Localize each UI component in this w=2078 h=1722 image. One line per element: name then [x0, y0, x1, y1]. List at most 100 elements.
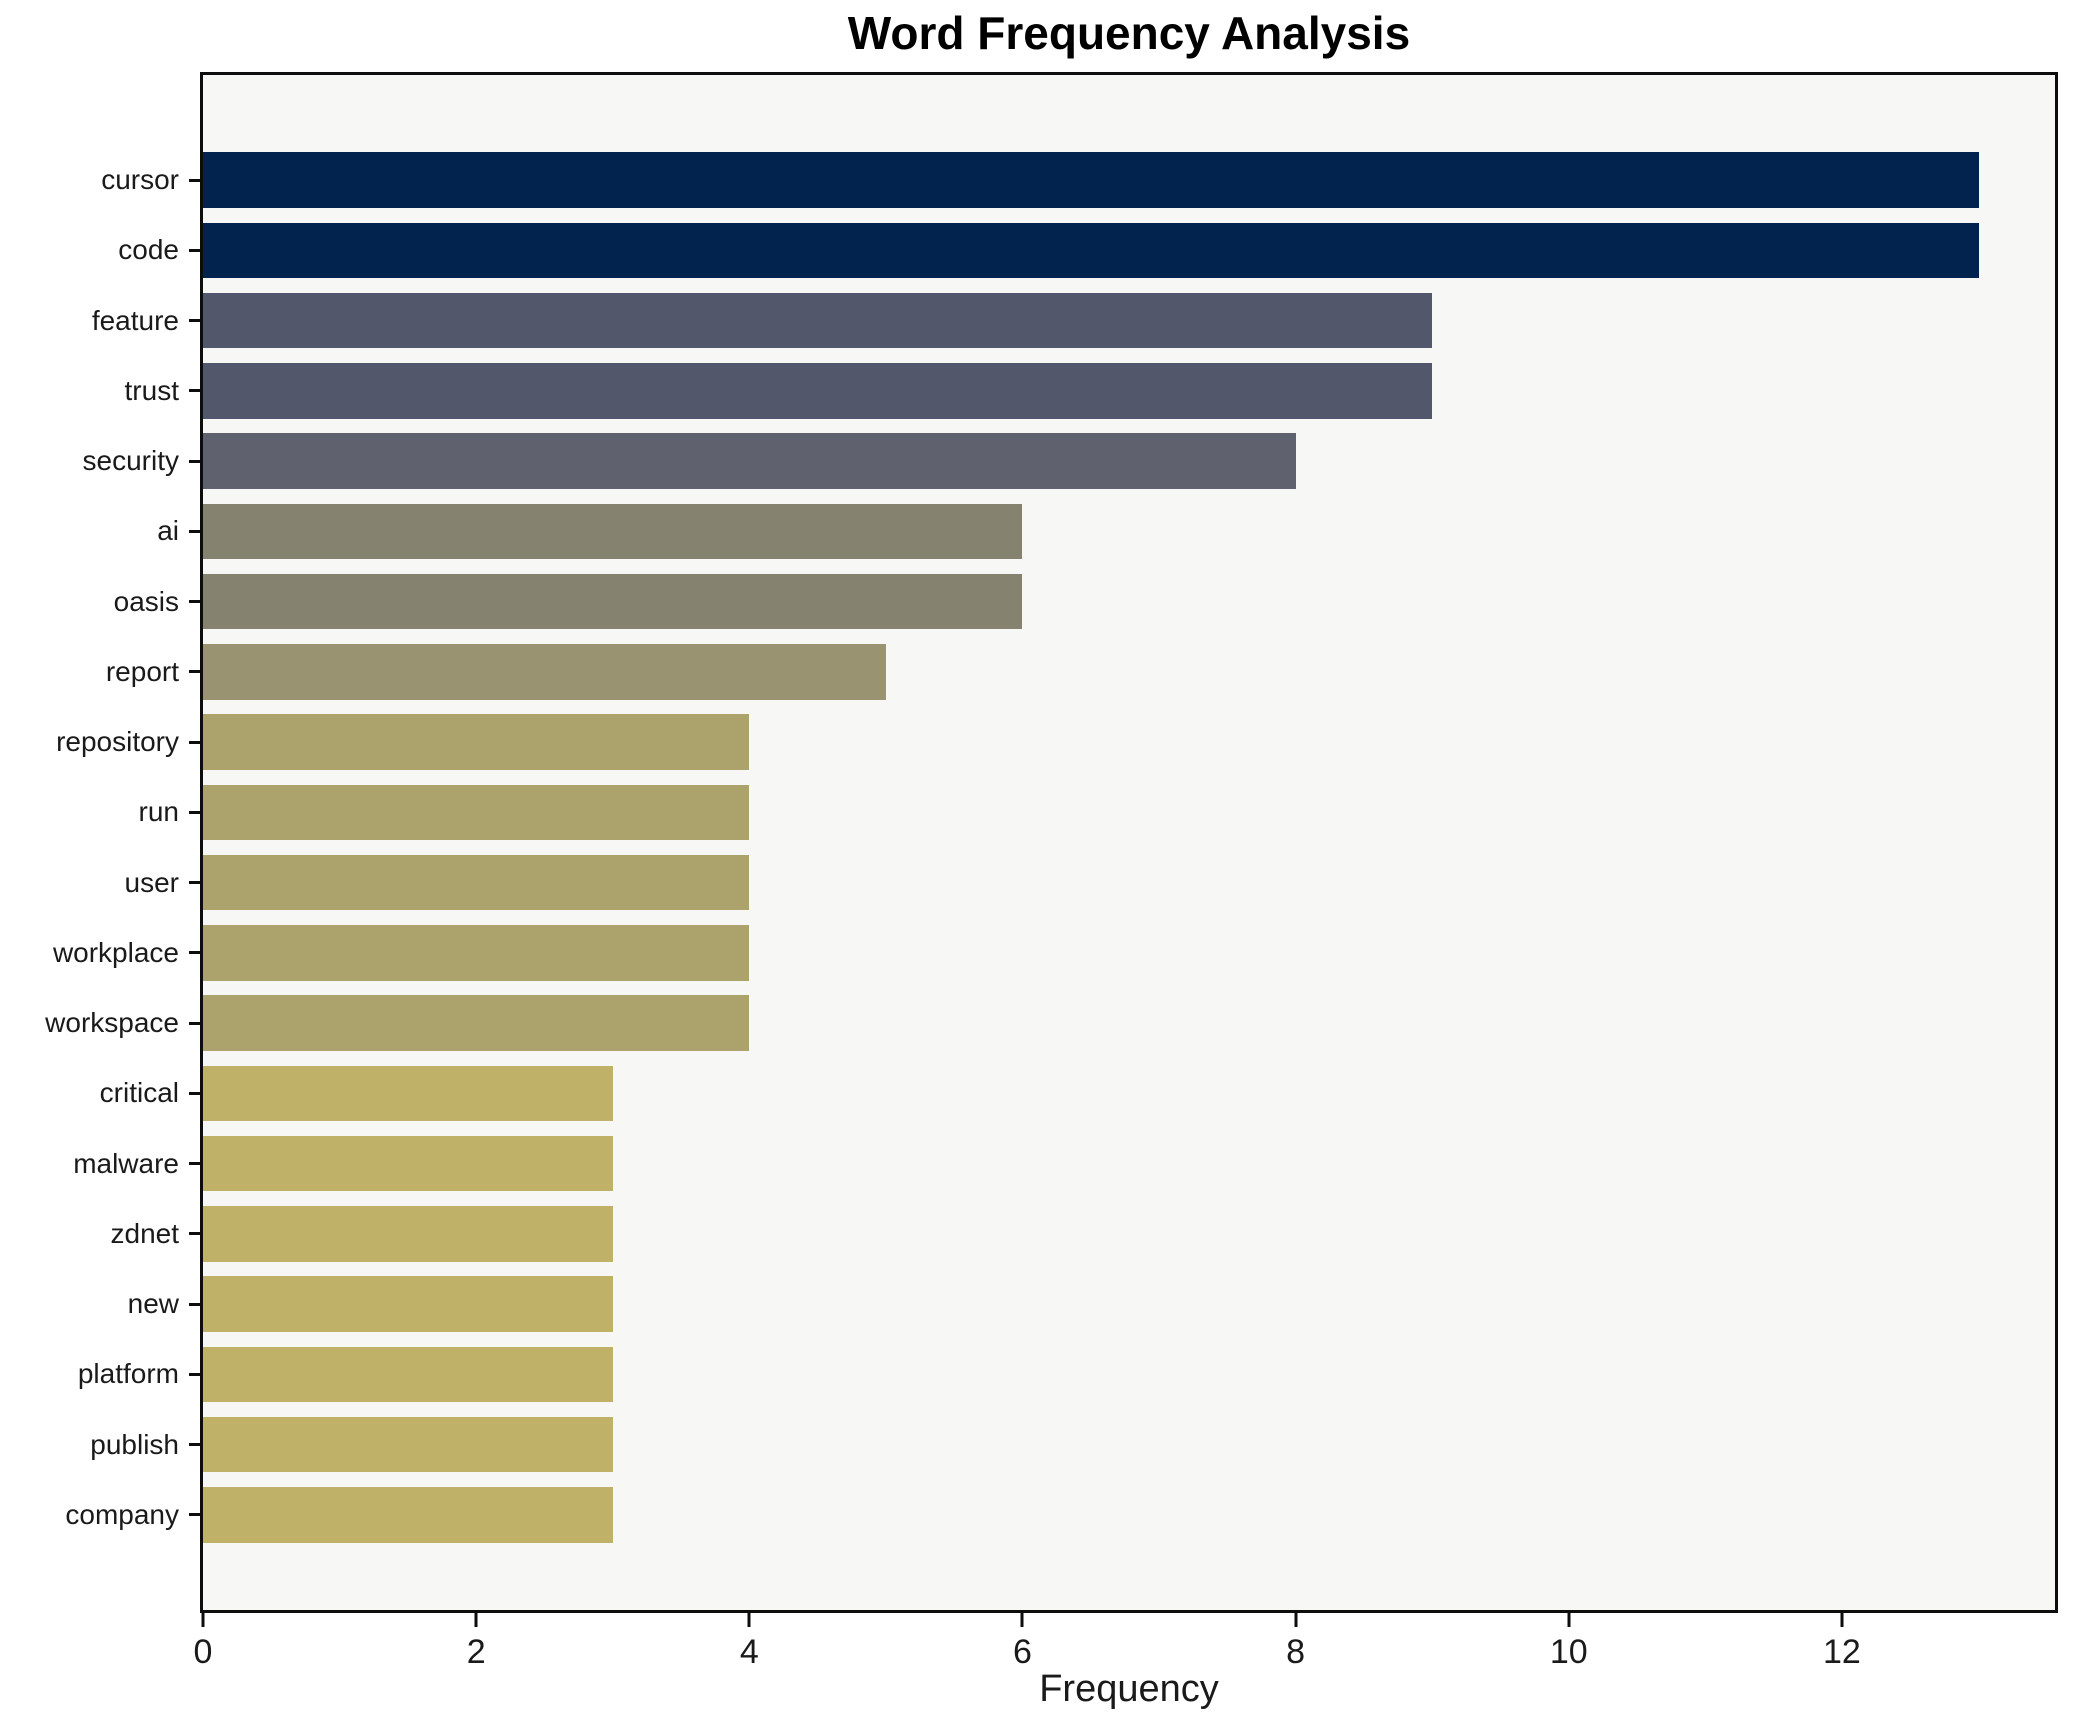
x-tick-mark — [1567, 1613, 1571, 1627]
y-tick-row: workspace — [0, 988, 200, 1058]
bar-row — [203, 707, 2055, 777]
y-tick-row: critical — [0, 1058, 200, 1128]
bar-cursor — [203, 152, 1979, 208]
bar-row — [203, 1129, 2055, 1199]
y-tick-row: publish — [0, 1410, 200, 1480]
y-tick-label: ai — [157, 515, 179, 547]
bar-critical — [203, 1065, 613, 1122]
x-tick-label: 8 — [1286, 1633, 1306, 1671]
y-tick-label: security — [82, 445, 179, 477]
x-tick-mark — [1840, 1613, 1844, 1627]
x-tick-mark — [201, 1613, 205, 1627]
plot-area — [200, 72, 2058, 1613]
y-tick-mark — [189, 178, 200, 182]
y-tick-label: feature — [91, 304, 179, 336]
x-tick-mark — [474, 1613, 478, 1627]
bar-row — [203, 286, 2055, 356]
y-tick-row: zdnet — [0, 1199, 200, 1269]
y-tick-label: user — [124, 866, 179, 898]
bar-workplace — [203, 925, 750, 981]
bar-platform — [203, 1346, 613, 1403]
bar-row — [203, 1480, 2055, 1550]
bars-container — [203, 75, 2055, 1610]
y-tick-row: repository — [0, 707, 200, 777]
bar-row — [203, 1269, 2055, 1339]
y-tick-mark — [189, 1302, 200, 1306]
bar-row — [203, 356, 2055, 426]
bar-report — [203, 644, 886, 700]
bar-user — [203, 854, 750, 911]
bar-repository — [203, 714, 750, 770]
bar-zdnet — [203, 1206, 613, 1262]
y-tick-mark — [189, 389, 200, 393]
bar-oasis — [203, 573, 1023, 630]
y-tick-label: company — [65, 1498, 179, 1530]
y-tick-row: ai — [0, 496, 200, 566]
y-tick-mark — [189, 529, 200, 533]
bar-code — [203, 222, 1979, 279]
y-tick-label: report — [105, 655, 179, 687]
bar-ai — [203, 503, 1023, 560]
y-tick-label: new — [127, 1288, 179, 1320]
y-tick-mark — [189, 600, 200, 604]
y-tick-mark — [189, 1372, 200, 1376]
x-tick-label: 2 — [466, 1633, 486, 1671]
x-tick-mark — [1294, 1613, 1298, 1627]
y-tick-mark — [189, 1513, 200, 1517]
y-tick-row: malware — [0, 1129, 200, 1199]
bar-security — [203, 433, 1296, 489]
y-tick-mark — [189, 1443, 200, 1447]
bar-row — [203, 145, 2055, 215]
bar-row — [203, 426, 2055, 496]
bar-malware — [203, 1135, 613, 1192]
y-tick-label: repository — [56, 726, 179, 758]
bar-run — [203, 784, 750, 841]
y-tick-row: company — [0, 1480, 200, 1550]
y-tick-mark — [189, 1091, 200, 1095]
y-tick-label: code — [118, 234, 179, 266]
y-tick-row: user — [0, 848, 200, 918]
y-tick-label: run — [138, 796, 179, 828]
x-tick-label: 4 — [739, 1633, 759, 1671]
x-tick-mark — [1020, 1613, 1024, 1627]
y-tick-mark — [189, 1232, 200, 1236]
y-tick-mark — [189, 670, 200, 674]
chart-title: Word Frequency Analysis — [847, 7, 1411, 59]
y-tick-row: code — [0, 215, 200, 285]
bar-row — [203, 1410, 2055, 1480]
y-axis-labels: cursor code feature trust security ai oasis rep… — [0, 75, 200, 1610]
y-tick-label: workspace — [45, 1007, 179, 1039]
x-tick-label: 0 — [193, 1633, 213, 1671]
bar-row — [203, 215, 2055, 285]
y-tick-mark — [189, 810, 200, 814]
y-tick-label: oasis — [113, 585, 179, 617]
bar-company — [203, 1487, 613, 1543]
x-axis-title: Frequency — [1039, 1668, 1219, 1710]
y-tick-label: cursor — [101, 164, 179, 196]
y-tick-row: oasis — [0, 567, 200, 637]
bar-trust — [203, 363, 1433, 419]
y-tick-mark — [189, 248, 200, 252]
bar-workspace — [203, 995, 750, 1051]
x-tick-label: 10 — [1549, 1633, 1588, 1671]
y-tick-label: zdnet — [110, 1217, 180, 1249]
x-tick-label: 12 — [1823, 1633, 1861, 1671]
bar-new — [203, 1276, 613, 1332]
bar-row — [203, 1199, 2055, 1269]
y-tick-mark — [189, 319, 200, 323]
bar-row — [203, 1339, 2055, 1409]
y-tick-row: cursor — [0, 145, 200, 215]
y-tick-row: new — [0, 1269, 200, 1339]
y-tick-row: platform — [0, 1339, 200, 1409]
y-tick-row: security — [0, 426, 200, 496]
x-tick-mark — [747, 1613, 751, 1627]
bar-row — [203, 1058, 2055, 1128]
bar-row — [203, 567, 2055, 637]
y-tick-row: feature — [0, 286, 200, 356]
x-axis-ticks: 0 2 4 6 8 10 12 — [194, 1613, 2055, 1703]
y-tick-row: run — [0, 777, 200, 847]
bar-row — [203, 637, 2055, 707]
bar-row — [203, 496, 2055, 566]
y-tick-mark — [189, 740, 200, 744]
